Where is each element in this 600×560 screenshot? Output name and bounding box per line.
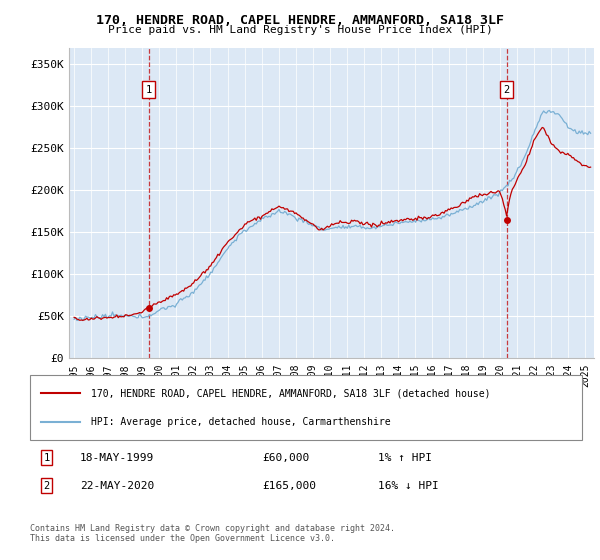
Text: 22-MAY-2020: 22-MAY-2020 [80, 481, 154, 491]
Text: 16% ↓ HPI: 16% ↓ HPI [378, 481, 439, 491]
Text: 1: 1 [145, 85, 152, 95]
Text: £165,000: £165,000 [262, 481, 316, 491]
Text: 1: 1 [43, 453, 50, 463]
Text: Price paid vs. HM Land Registry's House Price Index (HPI): Price paid vs. HM Land Registry's House … [107, 25, 493, 35]
FancyBboxPatch shape [30, 375, 582, 440]
Text: £60,000: £60,000 [262, 453, 309, 463]
Text: 18-MAY-1999: 18-MAY-1999 [80, 453, 154, 463]
Text: 2: 2 [503, 85, 510, 95]
Text: 1% ↑ HPI: 1% ↑ HPI [378, 453, 432, 463]
Text: 2: 2 [43, 481, 50, 491]
Text: Contains HM Land Registry data © Crown copyright and database right 2024.
This d: Contains HM Land Registry data © Crown c… [30, 524, 395, 543]
Text: 170, HENDRE ROAD, CAPEL HENDRE, AMMANFORD, SA18 3LF: 170, HENDRE ROAD, CAPEL HENDRE, AMMANFOR… [96, 14, 504, 27]
Text: 170, HENDRE ROAD, CAPEL HENDRE, AMMANFORD, SA18 3LF (detached house): 170, HENDRE ROAD, CAPEL HENDRE, AMMANFOR… [91, 388, 490, 398]
Text: HPI: Average price, detached house, Carmarthenshire: HPI: Average price, detached house, Carm… [91, 417, 391, 427]
